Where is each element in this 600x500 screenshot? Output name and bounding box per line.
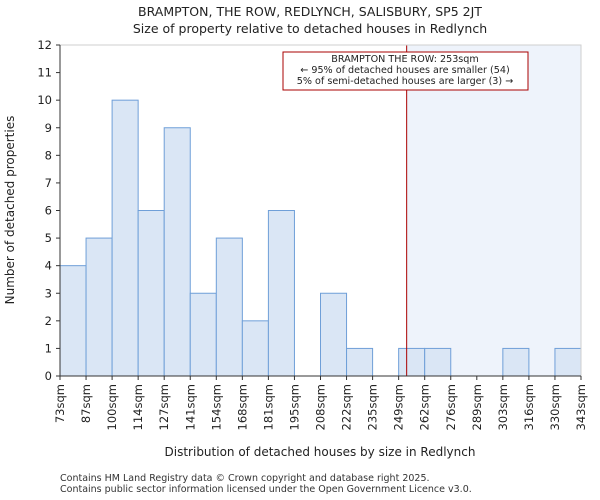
bar-303sqm [502,347,530,377]
chart-title: BRAMPTON, THE ROW, REDLYNCH, SALISBURY, … [138,4,482,19]
y-tick-label: 1 [45,341,52,355]
y-tick-label: 2 [45,314,52,328]
footer-line-1: Contains HM Land Registry data © Crown c… [60,473,430,484]
x-tick-label: 276sqm [444,384,458,430]
x-tick-label: 262sqm [418,384,432,430]
x-tick-label: 141sqm [183,384,197,430]
x-tick-label: 289sqm [470,384,484,430]
bar-330sqm [554,347,582,377]
bar-168sqm [241,320,269,377]
x-tick-label: 154sqm [209,384,223,430]
x-tick-label: 114sqm [131,384,145,430]
highlight-region [406,45,581,376]
x-tick-label: 195sqm [287,384,301,430]
y-tick-label: 6 [45,204,52,218]
x-tick-label: 100sqm [105,384,119,430]
y-tick-label: 9 [45,121,52,135]
y-tick-label: 5 [45,231,52,245]
bar-262sqm [424,347,452,377]
bar-73sqm [59,265,87,377]
x-tick-label: 222sqm [340,384,354,430]
y-tick-label: 7 [45,176,52,190]
annotation-line-3: 5% of semi-detached houses are larger (3… [297,76,514,87]
annotation-line-2: ← 95% of detached houses are smaller (54… [300,65,509,76]
bar-127sqm [163,127,191,377]
bar-222sqm [346,347,374,377]
y-tick-label: 11 [37,66,52,80]
x-axis-label: Distribution of detached houses by size … [165,445,476,459]
bar-154sqm [215,237,243,377]
x-tick-label: 127sqm [157,384,171,430]
y-tick-label: 4 [45,259,52,273]
y-tick-label: 10 [37,93,52,107]
x-tick-label: 316sqm [522,384,536,430]
annotation-box [282,51,529,91]
footer: Contains HM Land Registry data © Crown c… [60,473,472,495]
x-tick-label: 208sqm [314,384,328,430]
marker-annotation: BRAMPTON THE ROW: 253sqm ← 95% of detach… [282,51,529,91]
y-axis-label: Number of detached properties [3,116,17,305]
x-tick-label: 303sqm [496,384,510,430]
bar-141sqm [189,292,217,377]
x-tick-label: 73sqm [53,384,67,423]
x-tick-label: 168sqm [235,384,249,430]
bar-249sqm [398,347,426,377]
x-tick-label: 235sqm [366,384,380,430]
x-tick-label: 249sqm [392,384,406,430]
bar-100sqm [111,99,139,377]
bar-181sqm [267,210,295,377]
bar-87sqm [85,237,113,377]
x-tick-label: 343sqm [574,384,588,430]
bar-114sqm [137,210,165,377]
x-tick-label: 181sqm [261,384,275,430]
chart-subtitle: Size of property relative to detached ho… [133,21,487,36]
x-tick-label: 87sqm [79,384,93,423]
x-tick-label: 330sqm [548,384,562,430]
annotation-line-1: BRAMPTON THE ROW: 253sqm [331,54,478,65]
bar-208sqm [320,292,348,377]
y-tick-label: 12 [37,38,52,52]
footer-line-2: Contains public sector information licen… [60,484,472,495]
y-tick-label: 3 [45,286,52,300]
y-tick-label: 8 [45,148,52,162]
y-tick-label: 0 [45,369,52,383]
